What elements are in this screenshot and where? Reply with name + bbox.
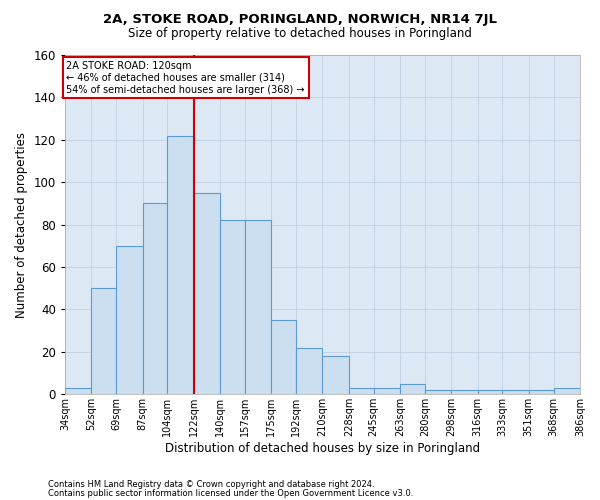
Bar — [91, 288, 116, 395]
Bar — [194, 193, 220, 394]
Bar — [167, 136, 194, 394]
Bar — [271, 320, 296, 394]
Bar — [425, 390, 451, 394]
Bar — [143, 204, 167, 394]
Text: Contains public sector information licensed under the Open Government Licence v3: Contains public sector information licen… — [48, 488, 413, 498]
Text: Size of property relative to detached houses in Poringland: Size of property relative to detached ho… — [128, 28, 472, 40]
Bar — [529, 390, 554, 394]
Bar — [349, 388, 374, 394]
Bar — [65, 388, 91, 394]
X-axis label: Distribution of detached houses by size in Poringland: Distribution of detached houses by size … — [165, 442, 480, 455]
Bar — [322, 356, 349, 395]
Bar — [400, 384, 425, 394]
Bar — [451, 390, 478, 394]
Text: Contains HM Land Registry data © Crown copyright and database right 2024.: Contains HM Land Registry data © Crown c… — [48, 480, 374, 489]
Bar — [374, 388, 400, 394]
Y-axis label: Number of detached properties: Number of detached properties — [15, 132, 28, 318]
Text: 2A STOKE ROAD: 120sqm
← 46% of detached houses are smaller (314)
54% of semi-det: 2A STOKE ROAD: 120sqm ← 46% of detached … — [67, 62, 305, 94]
Bar — [478, 390, 502, 394]
Bar — [502, 390, 529, 394]
Bar — [116, 246, 143, 394]
Bar — [245, 220, 271, 394]
Bar — [220, 220, 245, 394]
Bar — [554, 388, 580, 394]
Bar — [296, 348, 322, 395]
Text: 2A, STOKE ROAD, PORINGLAND, NORWICH, NR14 7JL: 2A, STOKE ROAD, PORINGLAND, NORWICH, NR1… — [103, 12, 497, 26]
